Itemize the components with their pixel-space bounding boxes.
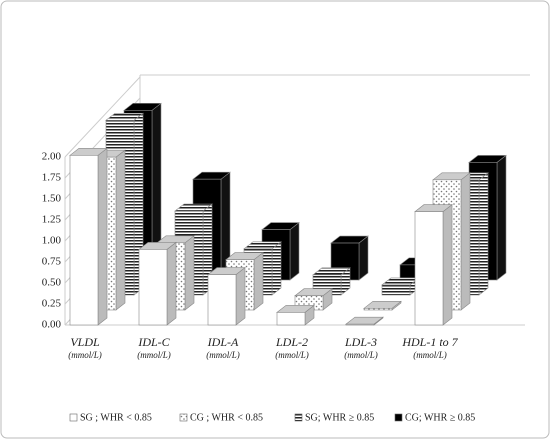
- y-tick-label: 1.50: [42, 193, 62, 205]
- bar-front: [414, 211, 444, 326]
- x-tick-unit: (mmol/L): [413, 350, 447, 360]
- bar-side: [442, 203, 453, 326]
- bar: [381, 277, 420, 296]
- x-tick-label: HDL-1 to 7: [401, 335, 458, 349]
- bar: [363, 300, 402, 311]
- x-tick-unit: (mmol/L): [137, 350, 171, 360]
- x-tick-label: VLDL: [70, 335, 100, 349]
- bar: [345, 316, 384, 326]
- bar-side: [253, 251, 264, 311]
- bar: [69, 147, 108, 326]
- y-tick-label: 0.50: [42, 277, 62, 289]
- bar-side: [460, 172, 471, 311]
- bar-side: [166, 241, 177, 326]
- bar-front: [69, 155, 99, 326]
- x-tick-unit: (mmol/L): [275, 350, 309, 360]
- bar-side: [271, 241, 282, 296]
- legend-swatch: [294, 413, 303, 422]
- x-tick-unit: (mmol/L): [344, 350, 378, 360]
- bar: [138, 241, 177, 326]
- x-tick-unit: (mmol/L): [68, 350, 102, 360]
- bar: [207, 266, 246, 326]
- bar-side: [478, 172, 489, 296]
- legend-label: SG; WHR ≥ 0.85: [305, 412, 374, 423]
- bar-front: [138, 249, 168, 326]
- bar-side: [289, 221, 300, 281]
- bar-front: [363, 308, 393, 311]
- x-tick-label: IDL-A: [207, 335, 239, 349]
- bar: [276, 304, 315, 326]
- bar: [414, 203, 453, 326]
- bar-front: [345, 323, 375, 326]
- bar-side: [496, 154, 507, 281]
- legend-label: CG ; WHR < 0.85: [190, 412, 263, 423]
- legend-label: CG; WHR ≥ 0.85: [405, 412, 475, 423]
- grid-line: [64, 76, 141, 158]
- bar-front: [207, 274, 237, 326]
- bar-side: [115, 149, 126, 311]
- bar-side: [184, 235, 195, 311]
- bar-side: [358, 235, 369, 281]
- y-tick-label: 0.25: [42, 298, 62, 310]
- y-tick-label: 1.00: [42, 235, 62, 247]
- x-tick-unit: (mmol/L): [206, 350, 240, 360]
- legend-swatch: [394, 413, 403, 422]
- y-tick-label: 0.75: [42, 256, 62, 268]
- y-tick-label: 1.75: [42, 172, 62, 184]
- bar-front: [381, 284, 411, 296]
- legend-swatch: [69, 413, 78, 422]
- y-tick-label: 2.00: [42, 151, 62, 163]
- y-tick-label: 0.00: [42, 319, 62, 331]
- x-tick-label: IDL-C: [137, 335, 170, 349]
- bar-side: [97, 147, 108, 326]
- y-tick-label: 1.25: [42, 214, 62, 226]
- x-tick-label: LDL-2: [275, 335, 308, 349]
- x-tick-label: LDL-3: [344, 335, 377, 349]
- bar-side: [235, 266, 246, 326]
- legend-label: SG ; WHR < 0.85: [80, 412, 152, 423]
- bar-front: [276, 312, 306, 326]
- legend-swatch: [179, 413, 188, 422]
